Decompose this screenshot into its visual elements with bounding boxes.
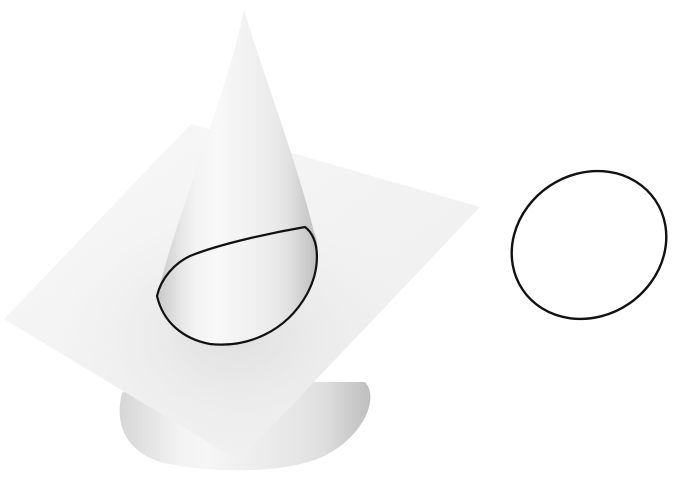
intersection-ellipse-curve	[155, 225, 318, 346]
upper-cone	[157, 10, 318, 345]
extracted-ellipse	[510, 169, 668, 321]
